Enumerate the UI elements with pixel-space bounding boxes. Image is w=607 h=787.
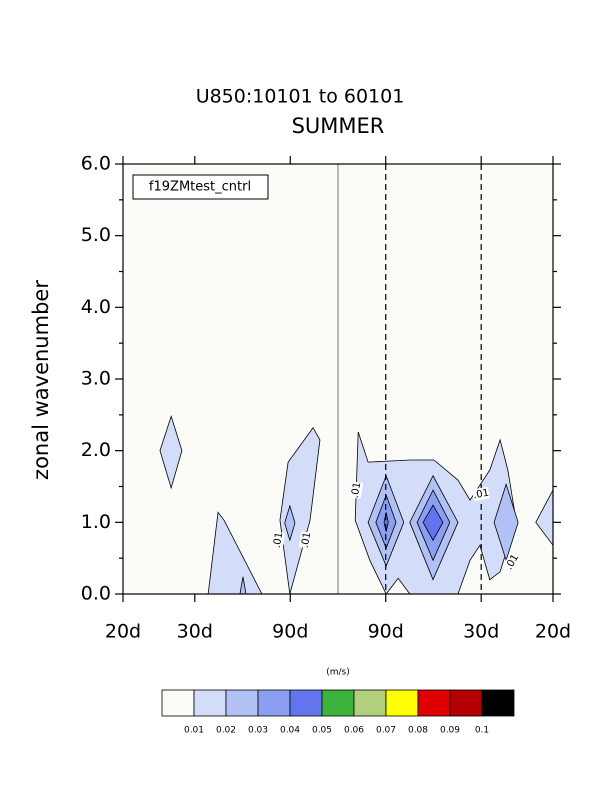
chart-title: U850:10101 to 60101	[196, 86, 405, 108]
contour-region	[284, 504, 296, 542]
contour-region	[383, 512, 389, 532]
colorbar-cell	[481, 689, 515, 717]
colorbar-cell	[353, 689, 387, 717]
colorbar-cell	[193, 689, 227, 717]
legend-text: f19ZMtest_cntrl	[149, 180, 251, 195]
contour-label: .01	[272, 531, 286, 549]
x-tick-label: 20d	[105, 621, 141, 643]
colorbar-label: 0.07	[376, 726, 396, 736]
y-axis-label: zonal wavenumber	[29, 280, 53, 480]
y-tick-label: 3.0	[81, 368, 111, 390]
colorbar-cell	[257, 689, 291, 717]
contour-layer	[159, 414, 553, 594]
contour-region	[279, 426, 321, 594]
chart-subtitle: SUMMER	[292, 114, 385, 138]
colorbar-label: 0.08	[408, 726, 428, 736]
y-tick-label: 0.0	[81, 583, 111, 605]
units-label: (m/s)	[326, 668, 350, 678]
colorbar-cell	[385, 689, 419, 717]
x-tick-label: 90d	[368, 621, 404, 643]
x-tick-label: 30d	[463, 621, 499, 643]
colorbar-cell	[289, 689, 323, 717]
contour-label: .01	[350, 481, 364, 499]
contour-label-bg	[298, 531, 314, 549]
colorbar-label: 0.01	[184, 726, 204, 736]
x-tick-label: 20d	[535, 621, 571, 643]
contour-label-bg	[502, 552, 522, 572]
contour-label-bg	[348, 481, 364, 499]
colorbar-cell	[417, 689, 451, 717]
contour-region	[239, 576, 247, 594]
y-tick-label: 4.0	[81, 296, 111, 318]
colorbar-label: 0.03	[248, 726, 268, 736]
y-tick-label: 1.0	[81, 511, 111, 533]
legend-box	[132, 174, 269, 200]
contour-region	[207, 511, 263, 594]
colorbar-label: 0.04	[280, 726, 300, 736]
contour-label: .01	[300, 531, 314, 549]
contour-region	[422, 504, 444, 542]
colorbar-cell	[161, 689, 195, 717]
colorbar-label: 0.05	[312, 726, 332, 736]
colorbar-label: 0.09	[440, 726, 460, 736]
colorbar-cell	[225, 689, 259, 717]
contour-label-bg	[472, 486, 490, 502]
contour-region	[535, 489, 553, 546]
contour-label-bg	[270, 531, 286, 549]
x-tick-label: 90d	[272, 621, 308, 643]
y-tick-label: 6.0	[81, 153, 111, 175]
colorbar-cell	[321, 689, 355, 717]
contour-label: .01	[472, 488, 490, 502]
colorbar-label: 0.06	[344, 726, 364, 736]
colorbar-label: 0.02	[216, 726, 236, 736]
colorbar-cell	[449, 689, 483, 717]
y-tick-label: 5.0	[81, 224, 111, 246]
y-tick-label: 2.0	[81, 439, 111, 461]
contour-region	[159, 414, 183, 490]
colorbar-label: 0.1	[475, 726, 489, 736]
x-tick-label: 30d	[177, 621, 213, 643]
